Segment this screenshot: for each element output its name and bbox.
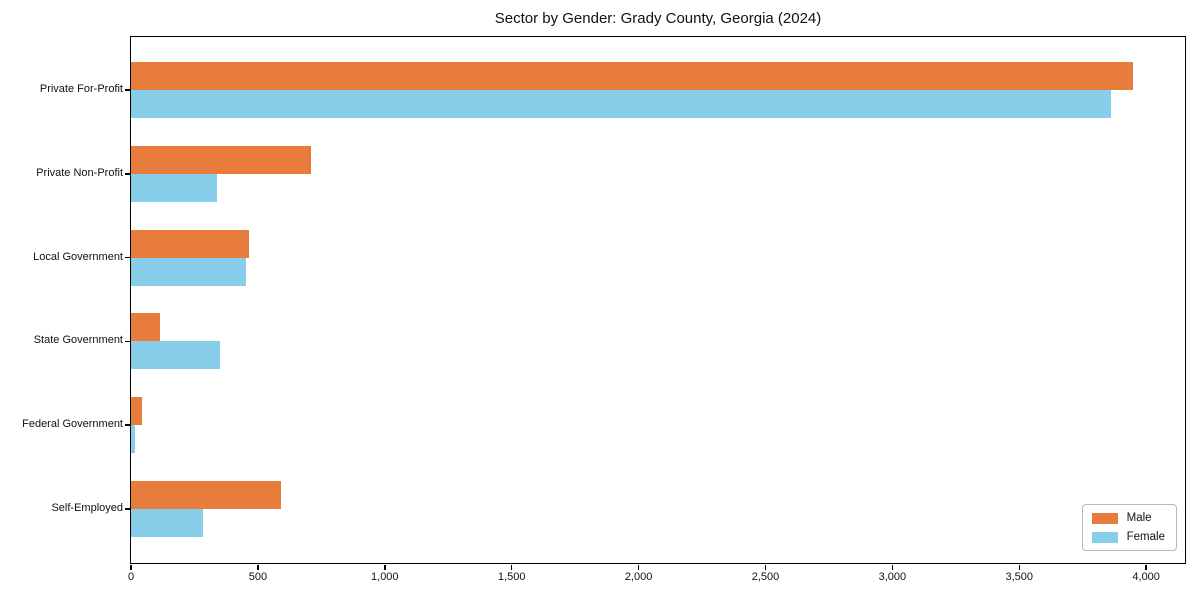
bar-female-federal-government xyxy=(131,425,135,454)
x-axis-label-3500: 3,500 xyxy=(1005,571,1034,583)
y-tick-private-for-profit xyxy=(124,89,130,91)
legend: Male Female xyxy=(1081,504,1177,551)
bar-female-private-non-profit xyxy=(131,173,218,202)
y-axis-label-private-for-profit: Private For-Profit xyxy=(39,83,123,95)
bar-female-private-for-profit xyxy=(131,90,1111,118)
x-tick-3500 xyxy=(1018,564,1021,570)
x-axis-label-0: 0 xyxy=(127,571,135,583)
x-tick-0 xyxy=(130,564,132,570)
y-axis-label-federal-government: Federal Government xyxy=(22,418,123,431)
x-axis-label-2000: 2,000 xyxy=(624,571,653,583)
bar-male-state-government xyxy=(131,313,161,342)
y-tick-private-non-profit xyxy=(124,173,130,175)
y-tick-self-employed xyxy=(124,508,130,510)
bar-male-local-government xyxy=(131,229,249,258)
y-axis-label-private-non-profit: Private Non-Profit xyxy=(36,166,123,179)
y-tick-local-government xyxy=(124,256,130,259)
bar-female-state-government xyxy=(131,341,220,370)
bar-female-self-employed xyxy=(131,509,204,537)
legend-entry-male: Male xyxy=(1091,512,1165,524)
bar-male-self-employed xyxy=(131,481,281,509)
chart-title: Sector by Gender: Grady County, Georgia … xyxy=(494,10,822,27)
plot-area: Male Female Private For-Profit Private No… xyxy=(22,36,1186,583)
y-axis-label-local-government: Local Government xyxy=(33,250,123,263)
bar-female-local-government xyxy=(131,257,247,286)
legend-entry-female: Female xyxy=(1091,531,1165,543)
bar-male-private-non-profit xyxy=(131,145,312,174)
x-tick-3000 xyxy=(891,564,894,570)
x-axis-label-1000: 1,000 xyxy=(371,571,399,583)
legend-swatch-male-icon xyxy=(1091,512,1118,524)
x-tick-2500 xyxy=(764,564,767,570)
bar-male-federal-government xyxy=(131,397,143,426)
x-tick-4000 xyxy=(1145,564,1147,570)
legend-swatch-female-icon xyxy=(1091,531,1118,543)
x-tick-1500 xyxy=(510,564,513,570)
y-axis-label-state-government: State Government xyxy=(33,334,123,347)
x-axis-label-2500: 2,500 xyxy=(751,571,780,583)
x-axis-label-4000: 4,000 xyxy=(1132,571,1160,583)
legend-label-female: Female xyxy=(1126,531,1165,543)
x-tick-500 xyxy=(257,564,259,570)
x-tick-1000 xyxy=(384,564,386,570)
y-tick-state-government xyxy=(124,340,130,343)
bar-male-private-for-profit xyxy=(131,62,1134,90)
x-tick-2000 xyxy=(637,564,640,570)
x-axis-label-1500: 1,500 xyxy=(497,571,526,583)
x-axis-label-3000: 3,000 xyxy=(878,571,907,583)
y-axis-label-self-employed: Self-Employed xyxy=(51,502,123,514)
y-tick-federal-government xyxy=(124,424,130,426)
x-axis-label-500: 500 xyxy=(248,571,268,583)
legend-label-male: Male xyxy=(1126,512,1152,524)
